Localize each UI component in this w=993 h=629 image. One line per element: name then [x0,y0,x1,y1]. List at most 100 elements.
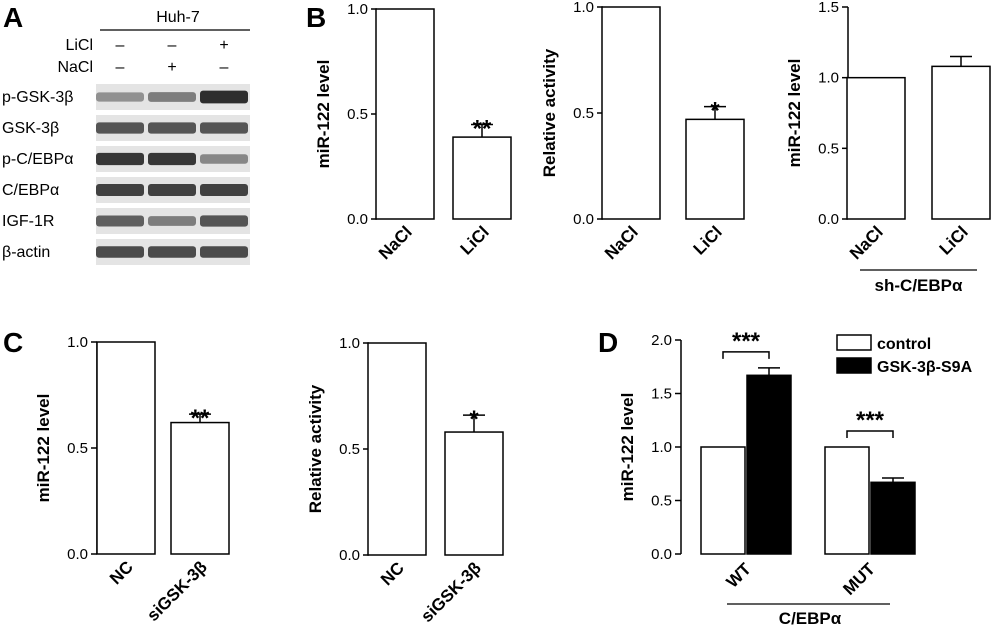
bar [846,76,906,220]
treatment-mark: – [116,59,125,76]
significance-label: *** [732,328,761,355]
y-tick-label: 0.5 [347,106,368,123]
band-label: p-C/EBPα [2,151,74,168]
y-tick-label: 0.5 [818,140,839,157]
blot-band [96,215,144,227]
x-tick-label: LiCl [457,222,493,258]
y-tick-label: 1.0 [339,335,360,352]
bar [931,65,991,220]
treatment-mark: – [168,37,177,54]
y-tick-label: 0.0 [67,546,88,563]
cell-line-label: Huh-7 [156,9,200,26]
y-tick-label: 0.0 [651,546,672,563]
chart-d-mir122: 0.0 0.5 1.0 1.5 2.0 miR-122 level *** WT *** MUT C… [618,328,973,628]
bar [746,374,792,555]
bar [824,446,870,555]
y-tick-label: 0.0 [573,211,594,228]
y-tick-label: 0.5 [67,440,88,457]
x-tick-label: LiCl [936,222,972,258]
significance-label: * [469,406,479,433]
y-tick-label: 0.5 [651,493,672,510]
legend-swatch [836,334,872,351]
chart-b-sh-cebpa: 0.0 0.5 1.0 1.5 miR-122 level NaCl LiCl sh-C/EB… [785,0,991,295]
treatment-mark: + [167,59,176,76]
y-tick-label: 0.0 [818,211,839,228]
legend-label: GSK-3β-S9A [877,359,973,376]
chart-c-mir122: 0.0 0.5 1.0 miR-122 level NC ** siGSK-3β [34,334,230,625]
band-label: C/EBPα [2,182,59,199]
bar [700,446,746,555]
y-tick-label: 2.0 [651,332,672,349]
x-tick-label: siGSK-3β [143,557,211,625]
x-tick-label: NaCl [375,222,416,263]
significance-label: ** [473,116,492,143]
y-tick-label: 1.5 [818,0,839,16]
band-label: β-actin [2,244,50,261]
treatment-mark: + [219,37,228,54]
significance-label: ** [191,405,210,432]
y-axis-label: Relative activity [540,48,559,177]
western-blot: Huh-7 LiCl – – + NaCl – + – p-GSK-3β GSK-3β p-C/EB… [2,9,250,265]
bar [170,421,230,555]
blot-band [96,184,144,196]
bar [452,136,512,220]
y-axis-label: miR-122 level [314,60,333,169]
y-tick-label: 1.0 [347,1,368,18]
panel-letter-b: B [306,2,326,33]
group-label: C/EBPα [779,609,842,628]
y-tick-label: 0.5 [339,441,360,458]
y-axis-label: miR-122 level [618,393,637,502]
y-tick-label: 1.0 [818,70,839,87]
blot-band [200,184,248,196]
bar [367,342,427,556]
treatment-label: LiCl [65,37,93,54]
chart-b-relative-activity: 0.0 0.5 1.0 Relative activity NaCl * LiCl [540,0,745,263]
legend-swatch [836,357,872,374]
group-label: sh-C/EBPα [875,276,963,295]
blot-band [148,122,196,134]
panel-letter-c: C [3,327,23,358]
x-tick-label: MUT [839,559,879,599]
blot-band [148,92,196,102]
x-tick-label: siGSK-3β [417,558,485,626]
blot-band [148,152,196,166]
blot-band [200,122,248,134]
panel-letter-a: A [3,2,23,33]
bar [685,118,745,220]
significance-label: *** [856,407,885,434]
y-tick-label: 1.0 [67,334,88,351]
x-tick-label: NaCl [601,222,642,263]
x-tick-label: NaCl [846,222,887,263]
bar [375,8,435,220]
treatment-mark: – [220,59,229,76]
y-tick-label: 1.5 [651,386,672,403]
significance-label: * [710,98,720,125]
y-tick-label: 0.5 [573,105,594,122]
x-tick-label: NC [106,557,137,588]
x-tick-label: LiCl [690,222,726,258]
blot-band [96,246,144,258]
blot-band [96,122,144,134]
chart-c-relative-activity: 0.0 0.5 1.0 Relative activity NC * siGSK-3β [306,335,504,626]
y-tick-label: 0.0 [339,547,360,564]
chart-b-mir122: 0.0 0.5 1.0 miR-122 level NaCl ** LiCl [314,1,512,263]
legend-label: control [877,336,931,353]
bar [96,341,156,555]
x-tick-label: NC [377,558,408,589]
x-tick-label: WT [723,559,756,592]
band-label: p-GSK-3β [2,89,73,106]
panel-letter-d: D [598,327,618,358]
blot-band [148,184,196,196]
treatment-label: NaCl [57,59,93,76]
band-label: IGF-1R [2,213,54,230]
y-tick-label: 0.0 [347,211,368,228]
bar [601,6,661,220]
significance-bracket [846,430,894,438]
y-axis-label: miR-122 level [785,59,804,168]
blot-band [200,90,248,104]
y-axis-label: Relative activity [306,384,325,513]
y-tick-label: 1.0 [573,0,594,16]
blot-band [96,92,144,102]
blot-band [200,246,248,258]
